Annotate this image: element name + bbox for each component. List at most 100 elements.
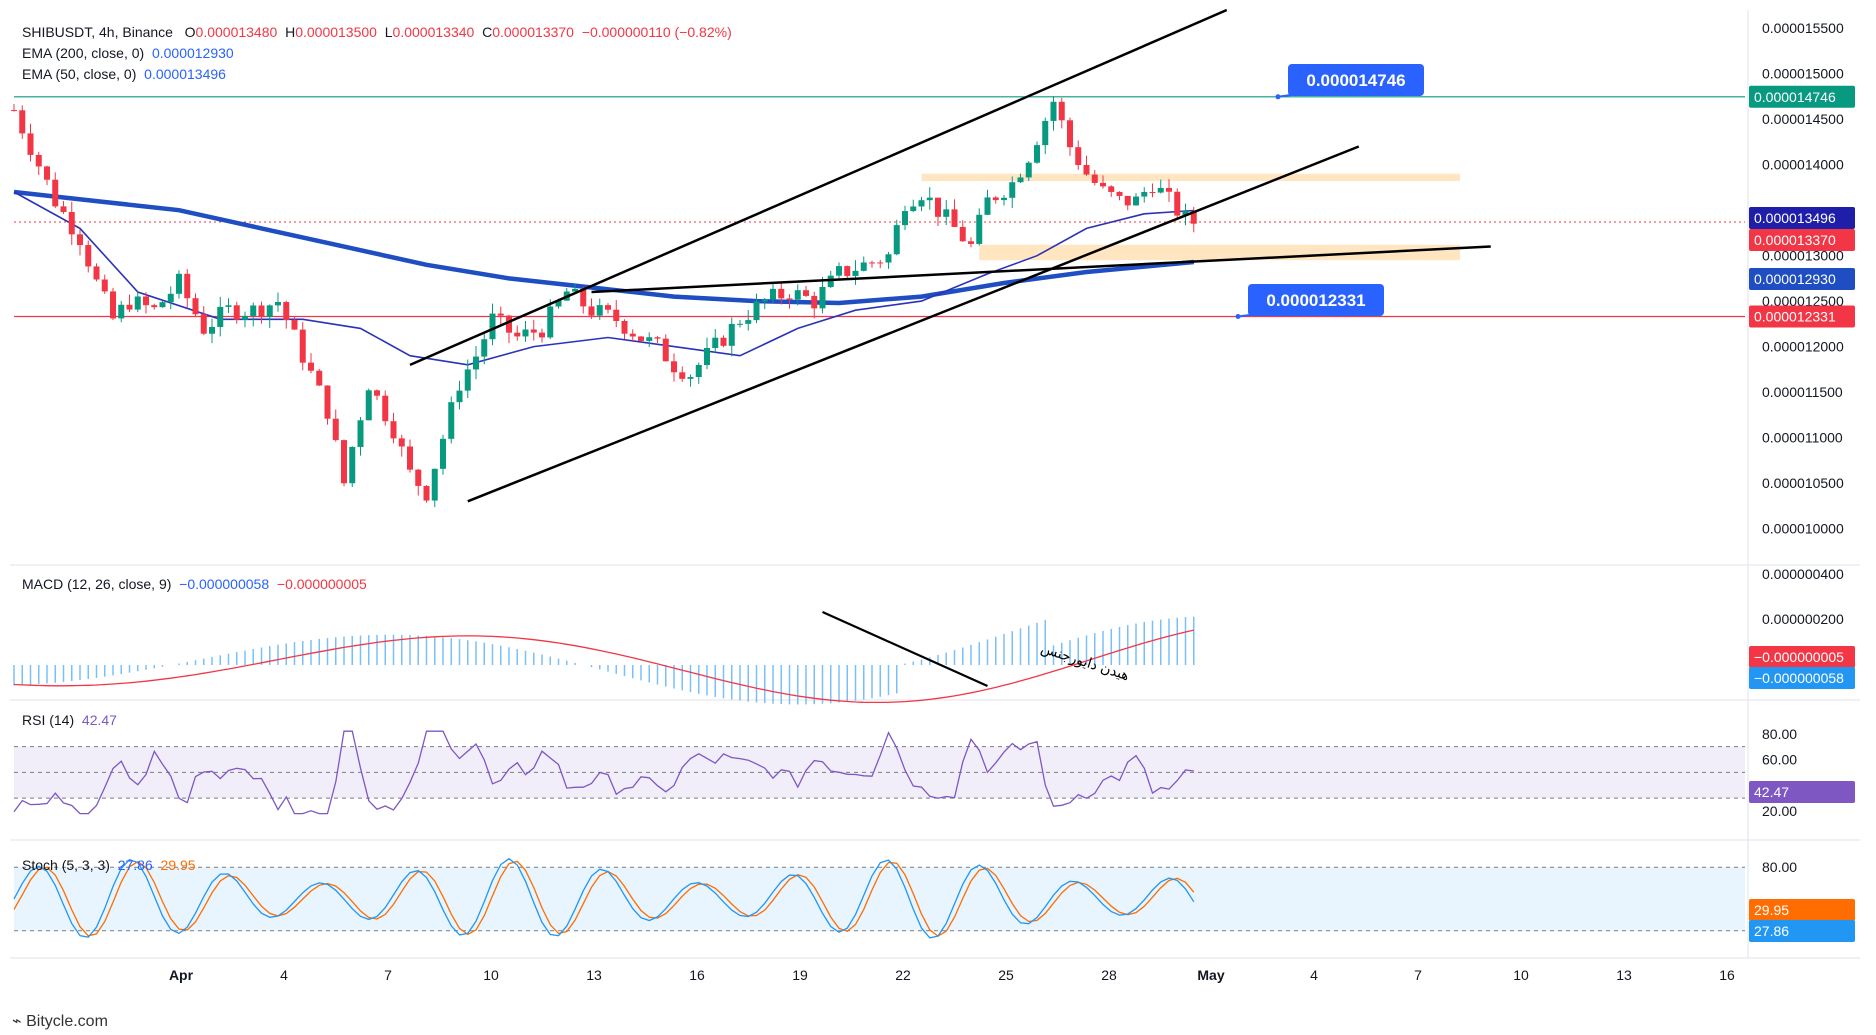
low-label: L — [384, 24, 393, 40]
price-tick-label: 0.000014000 — [1762, 157, 1844, 173]
candle — [860, 256, 867, 272]
candle — [258, 301, 265, 324]
candle — [464, 359, 471, 399]
candle-body — [258, 305, 265, 318]
time-tick-label: 4 — [280, 967, 288, 983]
candle — [365, 388, 372, 421]
callout-resistance-dot — [1275, 94, 1281, 100]
candle — [118, 300, 125, 323]
candle — [737, 319, 743, 328]
candle — [324, 385, 331, 425]
candle — [143, 292, 149, 314]
candle-body — [308, 362, 314, 371]
candle — [110, 287, 116, 321]
stoch-band — [14, 867, 1745, 931]
candle-body — [134, 296, 141, 310]
candle-body — [992, 197, 999, 201]
candle — [1108, 185, 1115, 197]
candle — [646, 332, 653, 347]
candle — [621, 319, 628, 340]
rsi-tick-label: 80.00 — [1762, 726, 1797, 742]
candle — [1034, 141, 1040, 164]
candle-body — [464, 369, 471, 391]
candle-body — [19, 110, 26, 134]
candle-body — [1075, 147, 1082, 166]
candle-body — [1058, 101, 1065, 121]
candle-body — [662, 338, 669, 362]
candle — [35, 151, 42, 175]
price-tick-label: 0.000013000 — [1762, 248, 1844, 264]
candle — [423, 485, 430, 503]
price-tick-label: 0.000015500 — [1762, 20, 1844, 36]
candle — [1166, 179, 1172, 202]
candle — [720, 335, 727, 348]
candle — [357, 417, 364, 456]
candle-body — [1001, 197, 1007, 201]
candle-body — [646, 337, 653, 341]
badge-green-level: 0.000014746 — [1749, 85, 1855, 108]
candle-body — [27, 133, 34, 155]
candle-body — [530, 329, 537, 333]
open-label: O — [184, 24, 196, 40]
candle — [992, 196, 999, 204]
candle — [852, 260, 859, 285]
candle-body — [209, 326, 215, 334]
candle-body — [266, 305, 273, 318]
badge-rsi: 42.47 — [1749, 781, 1855, 803]
price-tick-label: 0.000010500 — [1762, 475, 1844, 491]
candle — [497, 306, 504, 325]
candle-body — [712, 337, 719, 348]
candle — [250, 302, 257, 327]
candle-body — [101, 279, 108, 292]
candle-body — [621, 321, 628, 334]
candle — [1009, 176, 1016, 209]
badge-macd-value-bg — [1749, 667, 1855, 689]
candle-body — [1174, 191, 1181, 216]
candle-body — [869, 262, 875, 264]
candle-body — [704, 347, 710, 365]
candle-body — [159, 302, 166, 308]
trendline-2 — [467, 145, 1360, 503]
candle — [770, 282, 776, 304]
price-legend: SHIBUSDT, 4h, Binance O0.000013480 H0.00… — [22, 24, 732, 40]
candle-body — [423, 485, 430, 501]
badge-stoch-d-bg — [1749, 899, 1855, 921]
candle-body — [497, 313, 504, 316]
candle-body — [225, 305, 232, 307]
candle — [489, 303, 496, 346]
candle-body — [481, 339, 488, 357]
badge-macd-signal-text: −0.000000005 — [1754, 649, 1844, 665]
candle — [415, 468, 422, 496]
time-tick-label: May — [1197, 967, 1224, 983]
candle — [225, 298, 232, 313]
stoch-label: Stoch (5, 3, 3) — [22, 857, 110, 873]
candle — [1124, 195, 1131, 211]
time-tick-label: 10 — [1513, 967, 1529, 983]
stoch-legend: Stoch (5, 3, 3) 27.86 29.95 — [22, 857, 196, 873]
candle — [1075, 140, 1082, 170]
candle — [192, 293, 199, 318]
candle — [1067, 117, 1073, 156]
candle-body — [976, 214, 983, 244]
time-tick-label: 16 — [689, 967, 705, 983]
candle-body — [654, 337, 661, 339]
callout-support-dot — [1235, 314, 1241, 320]
candle — [77, 229, 83, 256]
candle-body — [242, 315, 248, 320]
ema200-line — [13, 189, 1195, 306]
candle-body — [324, 385, 331, 419]
candle-body — [250, 305, 257, 316]
candle-body — [1124, 195, 1131, 206]
time-tick-label: 13 — [586, 967, 602, 983]
candle-body — [151, 305, 158, 308]
callout-support-text: 0.000012331 — [1266, 291, 1365, 310]
candle — [1133, 193, 1139, 206]
ema50-legend: EMA (50, close, 0) 0.000013496 — [22, 66, 226, 82]
candle-body — [1091, 174, 1098, 183]
candle — [803, 286, 809, 297]
macd-legend: MACD (12, 26, close, 9) −0.000000058 −0.… — [22, 576, 367, 592]
candle-body — [836, 266, 842, 276]
candle — [68, 201, 75, 245]
candle — [943, 200, 950, 226]
